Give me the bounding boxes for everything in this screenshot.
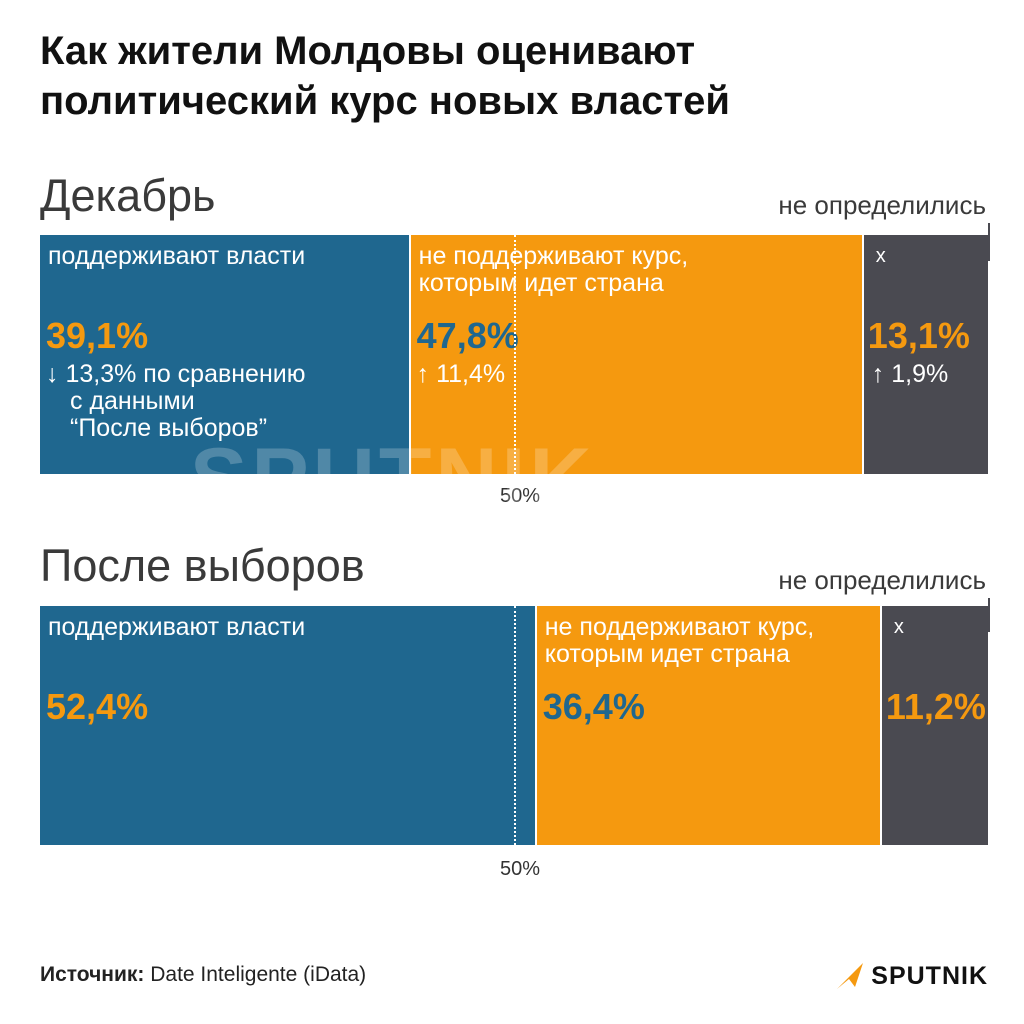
segment-oppose-december: не поддерживают курс, которым идет стран…	[410, 235, 862, 474]
segment-support-after: поддерживают власти 52,4%	[40, 606, 535, 845]
support-change-line3: “После выборов”	[70, 414, 268, 442]
chart-title: Как жители Молдовы оценивают политически…	[40, 26, 990, 126]
bar-december: поддерживают власти 39,1% ↓ 13,3% по сра…	[40, 235, 988, 474]
undecided-label-after-elections: не определились	[778, 565, 986, 595]
undecided-marker: x	[875, 245, 886, 267]
oppose-change: ↑ 11,4%	[416, 360, 506, 388]
chart-title-line1: Как жители Молдовы оценивают	[40, 29, 696, 73]
sputnik-arrow-icon	[837, 963, 864, 989]
undecided-marker: x	[893, 616, 904, 638]
oppose-label-line1: не поддерживают курс,	[544, 613, 815, 641]
bar-after-elections: поддерживают власти 52,4% не поддерживаю…	[40, 606, 988, 845]
reference-line-50	[514, 235, 516, 474]
reference-label-50: 50%	[500, 485, 541, 507]
undecided-change: ↑ 1,9%	[871, 360, 949, 388]
oppose-value: 36,4%	[542, 686, 645, 727]
undecided-value: 11,2%	[885, 686, 986, 727]
source-label: Источник:	[40, 963, 145, 986]
oppose-label-line1: не поддерживают курс,	[418, 242, 689, 270]
sputnik-watermark: SPUTNIK	[190, 431, 596, 527]
segment-undecided-december: x 13,1% ↑ 1,9%	[863, 235, 988, 474]
support-change-line2: с данными	[70, 387, 195, 415]
undecided-leader-after	[922, 630, 988, 632]
support-label: поддерживают власти	[48, 613, 306, 641]
support-value: 52,4%	[46, 686, 149, 727]
reference-line-50	[514, 606, 516, 845]
sputnik-logo: SPUTNIK	[835, 958, 988, 994]
oppose-label-line2: которым идет страна	[544, 640, 790, 668]
segment-support-december: поддерживают власти 39,1% ↓ 13,3% по сра…	[40, 235, 409, 474]
segment-oppose-after: не поддерживают курс, которым идет стран…	[536, 606, 880, 845]
section-label-december: Декабрь	[40, 170, 216, 221]
chart-title-line2: политический курс новых властей	[40, 79, 730, 123]
oppose-value: 47,8%	[416, 315, 519, 356]
reference-label-50: 50%	[500, 858, 541, 880]
undecided-value: 13,1%	[867, 315, 970, 356]
source-value: Date Inteligente (iData)	[150, 963, 367, 986]
support-change-line1: ↓ 13,3% по сравнению	[46, 360, 306, 388]
section-label-after-elections: После выборов	[40, 540, 365, 591]
segment-undecided-after: x 11,2%	[881, 606, 988, 845]
support-label: поддерживают власти	[48, 242, 306, 270]
source-note: Источник: Date Inteligente (iData)	[40, 963, 366, 987]
support-value: 39,1%	[46, 315, 149, 356]
undecided-label-december: не определились	[778, 190, 986, 220]
logo-text: SPUTNIK	[871, 961, 988, 990]
oppose-label-line2: которым идет страна	[418, 269, 664, 297]
undecided-leader-december	[905, 258, 988, 260]
